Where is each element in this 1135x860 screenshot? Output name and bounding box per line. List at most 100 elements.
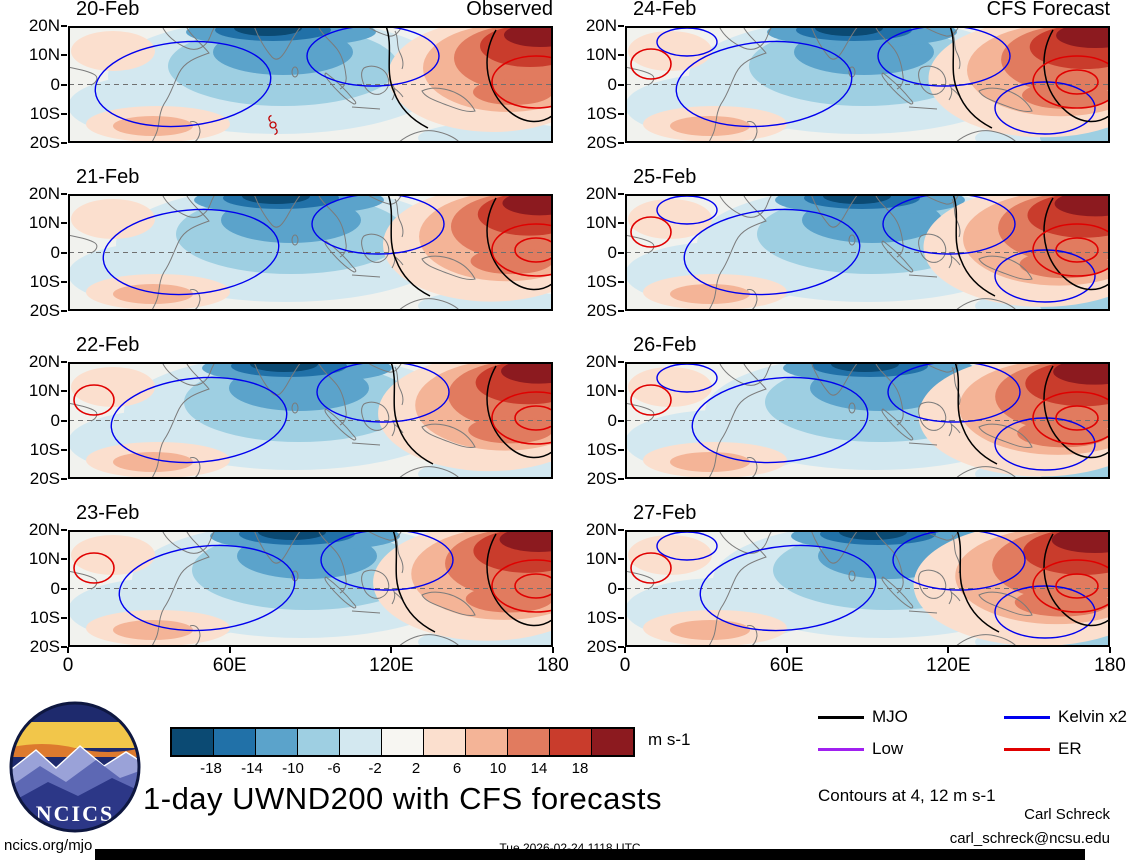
- lat-tick-label: 10S: [586, 439, 617, 459]
- logo-ridgeline: [11, 745, 139, 773]
- lon-tick-mark: [1109, 647, 1111, 653]
- er-contours: [73, 552, 552, 613]
- er-contours: [491, 55, 552, 109]
- map-panel: [625, 362, 1110, 479]
- lon-tick-label: 60E: [212, 655, 247, 676]
- er-contours: [491, 223, 552, 277]
- legend-label: ER: [1058, 739, 1082, 758]
- lat-tick-label: 20N: [28, 520, 60, 539]
- lat-tick-label: 20S: [29, 637, 60, 656]
- positive-anomaly-shading: [378, 363, 552, 472]
- lat-tick-mark: [618, 478, 624, 480]
- figure-title: 1-day UWND200 with CFS forecasts: [143, 781, 663, 816]
- colorbar-tick-label: -14: [241, 760, 263, 777]
- kelvin-contours: [94, 27, 440, 128]
- colorbar-tick-label: -2: [368, 760, 382, 777]
- lat-tick-label: 10N: [28, 381, 60, 401]
- lon-tick-label: 0: [619, 655, 631, 676]
- er-contours: [630, 216, 1109, 277]
- panel-date: 20-Feb: [76, 0, 140, 20]
- map-field: [626, 363, 1109, 478]
- colorbar-segment: [550, 729, 592, 755]
- coastlines: [69, 531, 476, 646]
- lat-tick-mark: [61, 193, 67, 195]
- lat-tick-label: 20N: [585, 520, 617, 539]
- map-field: [69, 363, 552, 478]
- lat-tick-mark: [61, 419, 67, 422]
- lon-tick-mark: [228, 647, 231, 653]
- logo-text: NCICS: [36, 801, 114, 826]
- lat-tick-label: 0: [607, 578, 617, 598]
- colorbar-units-label: m s-1: [648, 730, 691, 749]
- lat-tick-mark: [61, 25, 67, 27]
- lat-tick-label: 0: [607, 74, 617, 94]
- colorbar-segment: [298, 729, 340, 755]
- lat-tick-label: 20N: [585, 184, 617, 203]
- lat-tick-mark: [61, 251, 67, 254]
- negative-anomaly-shading: [124, 363, 464, 470]
- lat-tick-label: 10N: [28, 45, 60, 65]
- lat-tick-mark: [61, 310, 67, 312]
- colorbar-tick-label: 14: [530, 760, 548, 777]
- site-url[interactable]: ncics.org/mjo: [4, 837, 93, 854]
- panel-border: [625, 362, 1110, 479]
- map-panel: [625, 26, 1110, 143]
- lat-tick-mark: [618, 222, 624, 225]
- lat-tick-label: 0: [50, 242, 60, 262]
- lat-tick-label: 20N: [28, 16, 60, 35]
- footer-bar: [95, 849, 1085, 860]
- lon-tick-mark: [390, 647, 393, 653]
- lat-tick-mark: [618, 390, 624, 393]
- lat-tick-label: 10S: [29, 607, 60, 627]
- map-panel: [625, 194, 1110, 311]
- map-field: [626, 195, 1109, 310]
- negative-anomaly-shading: [116, 195, 456, 302]
- colorbar-segment: [172, 729, 214, 755]
- lat-tick-mark: [618, 587, 624, 590]
- map-panel: [625, 530, 1110, 647]
- legend-line-er: [1004, 748, 1050, 751]
- author-name: Carl Schreck: [1024, 806, 1110, 823]
- colorbar-segment: [466, 729, 508, 755]
- legend-line-kelvin-x2: [1004, 716, 1050, 719]
- kelvin-contours: [102, 195, 445, 296]
- lat-tick-mark: [618, 529, 624, 531]
- colorbar-segment: [508, 729, 550, 755]
- lat-tick-mark: [618, 361, 624, 363]
- map-panel: [68, 362, 553, 479]
- lat-tick-label: 0: [50, 74, 60, 94]
- lat-tick-mark: [61, 587, 67, 590]
- lat-tick-mark: [618, 25, 624, 27]
- positive-anomaly-shading: [918, 363, 1109, 477]
- panel-date: 25-Feb: [633, 166, 697, 188]
- lon-tick-label: 0: [62, 655, 74, 676]
- lat-tick-mark: [61, 448, 67, 451]
- lat-tick-mark: [618, 142, 624, 144]
- lon-tick-label: 60E: [769, 655, 804, 676]
- coastlines: [69, 363, 476, 478]
- lat-tick-label: 0: [607, 242, 617, 262]
- legend-label: Low: [872, 739, 904, 758]
- lat-tick-mark: [61, 280, 67, 283]
- lat-tick-label: 0: [50, 578, 60, 598]
- lat-tick-mark: [618, 280, 624, 283]
- lat-tick-label: 20S: [586, 133, 617, 152]
- kelvin-contours: [118, 531, 454, 632]
- mjo-contours: [956, 531, 1109, 633]
- panel-border: [68, 194, 553, 311]
- colorbar-segment: [256, 729, 298, 755]
- lat-tick-mark: [618, 193, 624, 195]
- colorbar-segment: [424, 729, 466, 755]
- er-contours: [630, 552, 1109, 613]
- map-field: [69, 531, 552, 646]
- panel-date: 21-Feb: [76, 166, 140, 188]
- lat-tick-label: 10N: [585, 381, 617, 401]
- lat-tick-mark: [61, 83, 67, 86]
- lat-tick-label: 20S: [586, 301, 617, 320]
- lat-tick-mark: [618, 310, 624, 312]
- lat-tick-mark: [61, 558, 67, 561]
- lon-tick-mark: [785, 647, 788, 653]
- colorbar: [170, 727, 635, 757]
- colorbar-tick-label: 2: [411, 760, 421, 777]
- lat-tick-mark: [61, 222, 67, 225]
